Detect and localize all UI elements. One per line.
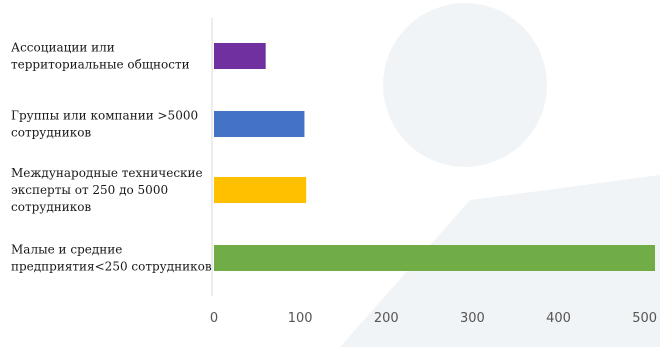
category-label-line: сотрудников [11,200,91,214]
x-tick-label: 300 [460,311,485,326]
category-label-line: Ассоциации или [11,41,115,55]
bar-2 [214,111,305,137]
category-label-2: Группы или компании >5000 сотрудников [11,109,198,140]
x-tick-label: 100 [288,311,313,326]
bars-layer [214,43,655,271]
x-tick-label: 200 [374,311,399,326]
x-tick-label: 500 [632,311,657,326]
bar-3 [214,177,307,203]
x-axis-ticks: 0 100 200 300 400 500 [210,311,657,326]
category-label-line: предприятия<250 сотрудников [11,260,212,274]
x-tick-label: 0 [210,311,218,326]
category-label-line: территориальные общности [11,58,190,72]
category-label-1: Ассоциации или территориальные общности [11,41,190,72]
bar-1 [214,43,266,69]
category-label-line: Группы или компании >5000 [11,109,198,123]
category-label-line: Малые и средние [11,243,122,257]
category-label-4: Малые и средние предприятия<250 сотрудник… [11,243,212,274]
x-tick-label: 400 [546,311,571,326]
category-label-3: Международные технические эксперты от 250… [11,166,203,214]
category-label-line: эксперты от 250 до 5000 [11,183,168,197]
category-label-line: сотрудников [11,126,91,140]
category-label-line: Международные технические [11,166,203,180]
category-labels: Ассоциации или территориальные общности Гр… [11,41,212,274]
watermark-logo [340,3,660,347]
bar-4 [214,245,655,271]
